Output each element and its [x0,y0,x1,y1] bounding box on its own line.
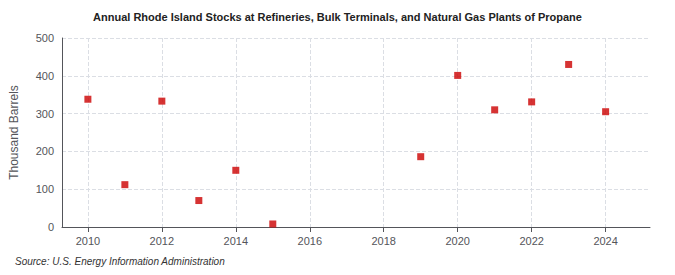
svg-text:0: 0 [48,221,54,233]
svg-text:400: 400 [36,70,54,82]
svg-text:100: 100 [36,183,54,195]
svg-text:2018: 2018 [371,235,395,247]
svg-text:2010: 2010 [76,235,100,247]
svg-text:300: 300 [36,108,54,120]
svg-text:Source: U.S. Energy Informatio: Source: U.S. Energy Information Administ… [15,256,225,267]
svg-text:2014: 2014 [224,235,248,247]
svg-text:Annual Rhode Island Stocks at: Annual Rhode Island Stocks at Refineries… [93,11,582,23]
svg-text:500: 500 [36,32,54,44]
svg-text:2024: 2024 [593,235,617,247]
svg-text:200: 200 [36,145,54,157]
svg-text:2022: 2022 [519,235,543,247]
svg-text:Thousand Barrels: Thousand Barrels [7,85,21,180]
svg-text:2016: 2016 [298,235,322,247]
svg-text:2020: 2020 [445,235,469,247]
svg-text:2012: 2012 [150,235,174,247]
